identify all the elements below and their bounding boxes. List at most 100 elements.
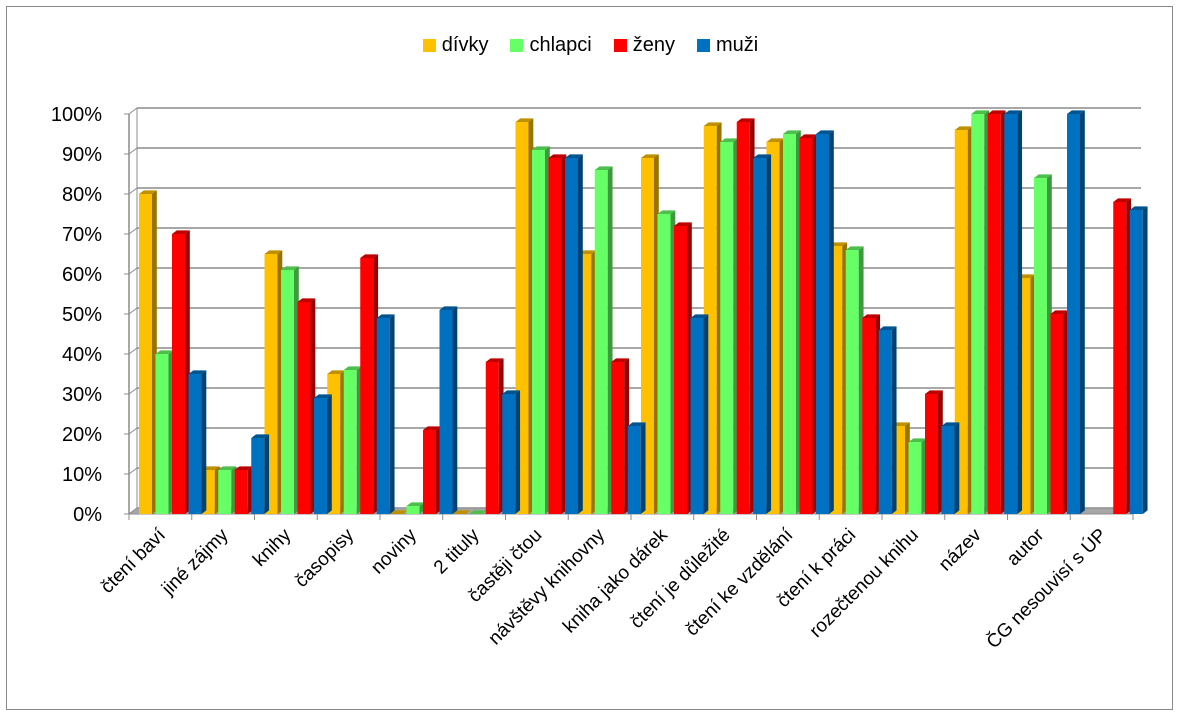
bar-front: [941, 426, 955, 514]
y-tick-label: 60%: [62, 264, 102, 286]
x-tick-label: autor: [1003, 524, 1049, 570]
bar-top: [941, 422, 960, 426]
bar-top: [971, 110, 990, 114]
bar-top: [611, 358, 630, 362]
bar: [1067, 110, 1085, 515]
bar: [406, 502, 425, 514]
bar-front: [297, 302, 311, 514]
bar: [251, 434, 270, 514]
bar: [862, 314, 881, 514]
bar-front: [172, 234, 185, 514]
bar-top: [390, 510, 408, 514]
bar-side: [1017, 110, 1023, 515]
bar: [469, 510, 488, 514]
y-tick-label: 20%: [62, 424, 102, 446]
bar-front: [783, 134, 796, 514]
bar: [234, 466, 253, 514]
gridline-side: [128, 267, 138, 275]
bar-side: [264, 434, 270, 514]
bar-front: [987, 114, 1001, 514]
bar-side: [703, 314, 709, 514]
bar-top: [925, 390, 943, 394]
bar-front: [1050, 314, 1064, 514]
bar-top: [1113, 198, 1132, 202]
bar-top: [281, 266, 299, 270]
bar: [799, 134, 818, 514]
bar: [172, 230, 190, 514]
bar-top: [439, 306, 458, 310]
bar-side: [327, 394, 332, 514]
bar: [783, 130, 801, 514]
bar-front: [1004, 114, 1018, 514]
legend-item: muži: [696, 34, 758, 57]
bar-front: [862, 318, 876, 514]
bar-top: [218, 466, 237, 470]
bar-front: [627, 426, 641, 514]
bar-top: [532, 146, 550, 150]
bar: [485, 358, 504, 514]
bar-front: [1067, 114, 1080, 514]
bar-top: [297, 298, 316, 302]
gridline-side: [128, 187, 138, 195]
bar-top: [908, 438, 927, 442]
bar-top: [1067, 110, 1085, 114]
bar-top: [1050, 310, 1069, 314]
bar-top: [423, 426, 441, 430]
bar-front: [485, 362, 499, 514]
legend-label: chlapci: [529, 34, 592, 56]
bar-top: [1129, 206, 1148, 210]
legend-item: dívky: [422, 34, 488, 57]
bar-top: [641, 154, 659, 158]
bar: [452, 510, 471, 514]
bar-front: [439, 310, 453, 514]
bar-front: [532, 150, 545, 514]
bar-front: [281, 270, 294, 514]
y-tick-label: 10%: [62, 464, 102, 486]
bar-top: [251, 434, 270, 438]
bar-front: [690, 318, 704, 514]
bar-top: [627, 422, 646, 426]
bar-top: [188, 370, 207, 374]
bar-top: [766, 138, 785, 142]
bar-top: [155, 350, 174, 354]
bar-top: [674, 222, 692, 226]
bar: [690, 314, 709, 514]
bar: [627, 422, 646, 514]
bar-side: [829, 130, 834, 514]
bar-top: [753, 154, 772, 158]
y-tick-label: 70%: [62, 224, 102, 246]
bar: [1034, 174, 1052, 514]
bar-top: [594, 166, 613, 170]
bar-top: [172, 230, 190, 234]
x-tick-label: jiné zájmy: [157, 524, 233, 600]
y-tick-label: 80%: [62, 184, 102, 206]
bar-top: [515, 118, 534, 122]
y-tick-label: 90%: [62, 144, 102, 166]
bar: [1004, 110, 1023, 515]
y-tick-label: 0%: [73, 504, 102, 526]
bar: [611, 358, 630, 514]
bar: [218, 466, 237, 514]
bar-top: [452, 510, 471, 514]
bar-front: [360, 258, 374, 514]
bar: [1050, 310, 1069, 514]
bar-top: [406, 502, 425, 506]
legend-swatch: [422, 39, 436, 52]
bar-top: [845, 246, 864, 250]
bar-front: [925, 394, 938, 514]
bar: [720, 138, 739, 514]
bar: [954, 126, 973, 515]
bar: [845, 246, 864, 514]
bar: [376, 314, 395, 514]
bar-top: [1034, 174, 1052, 178]
y-tick-label: 50%: [62, 304, 102, 326]
x-tick-label: rozečtenou knihu: [806, 525, 923, 642]
bar-side: [578, 154, 583, 514]
bar-front: [406, 506, 420, 514]
bar: [188, 370, 207, 514]
bar-front: [736, 122, 750, 514]
bar-top: [736, 118, 755, 122]
bar-top: [314, 394, 332, 398]
x-tick-label: kniha jako dárek: [559, 524, 672, 637]
bar: [971, 110, 990, 515]
